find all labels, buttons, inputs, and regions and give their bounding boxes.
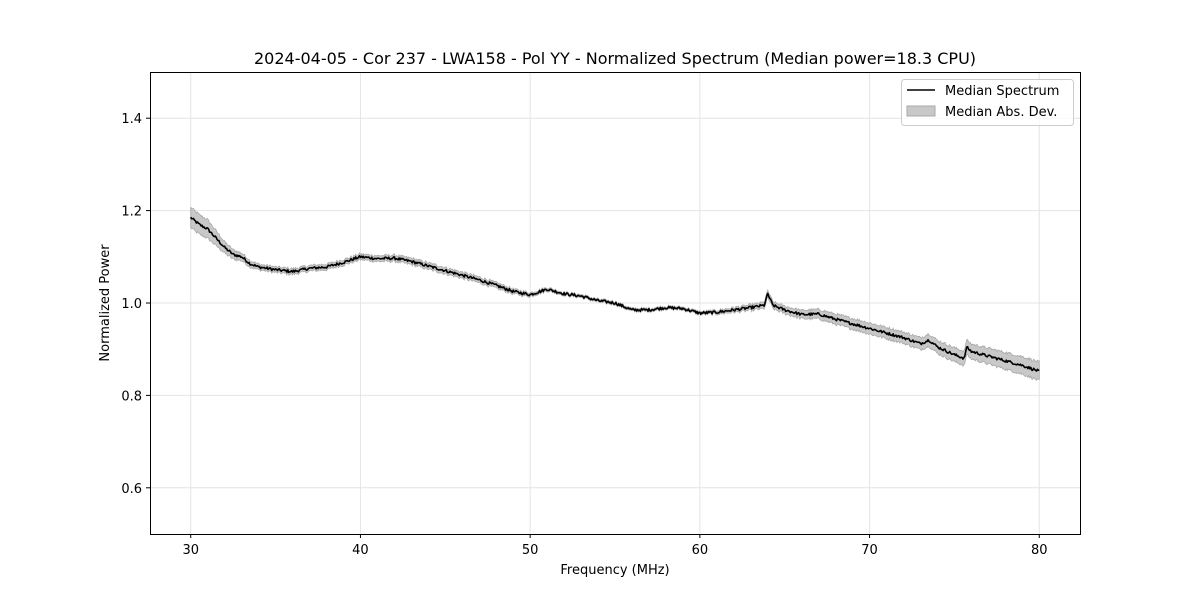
- chart-title: 2024-04-05 - Cor 237 - LWA158 - Pol YY -…: [254, 49, 976, 68]
- legend-label-median-abs-dev: Median Abs. Dev.: [945, 105, 1057, 120]
- median-spectrum-line: [190, 216, 1040, 372]
- legend-band-swatch: [906, 105, 936, 117]
- y-tick-label: 0.6: [121, 482, 142, 497]
- y-tick-label: 1.2: [121, 205, 142, 220]
- x-axis-label: Frequency (MHz): [560, 563, 669, 578]
- y-tick-label: 0.8: [121, 389, 142, 404]
- median-abs-dev-band: [190, 206, 1040, 381]
- mad-band-layer: [190, 206, 1040, 381]
- x-tick-label: 80: [1031, 543, 1048, 558]
- x-tick-label: 50: [522, 543, 539, 558]
- plot-frame: [150, 72, 1081, 535]
- legend-box: [901, 79, 1074, 126]
- median-line-layer: [190, 216, 1040, 372]
- legend-label-median-spectrum: Median Spectrum: [945, 84, 1059, 99]
- x-axis-ticks: 30 40 50 60 70 80: [182, 534, 1048, 558]
- y-tick-label: 1.0: [121, 297, 142, 312]
- y-axis-label: Normalized Power: [98, 244, 113, 362]
- y-axis-ticks: 0.6 0.8 1.0 1.2 1.4: [121, 112, 150, 497]
- legend: Median Spectrum Median Abs. Dev.: [901, 79, 1074, 126]
- y-tick-label: 1.4: [121, 112, 142, 127]
- x-tick-label: 60: [692, 543, 709, 558]
- x-tick-label: 40: [352, 543, 369, 558]
- x-tick-label: 30: [182, 543, 199, 558]
- x-tick-label: 70: [861, 543, 878, 558]
